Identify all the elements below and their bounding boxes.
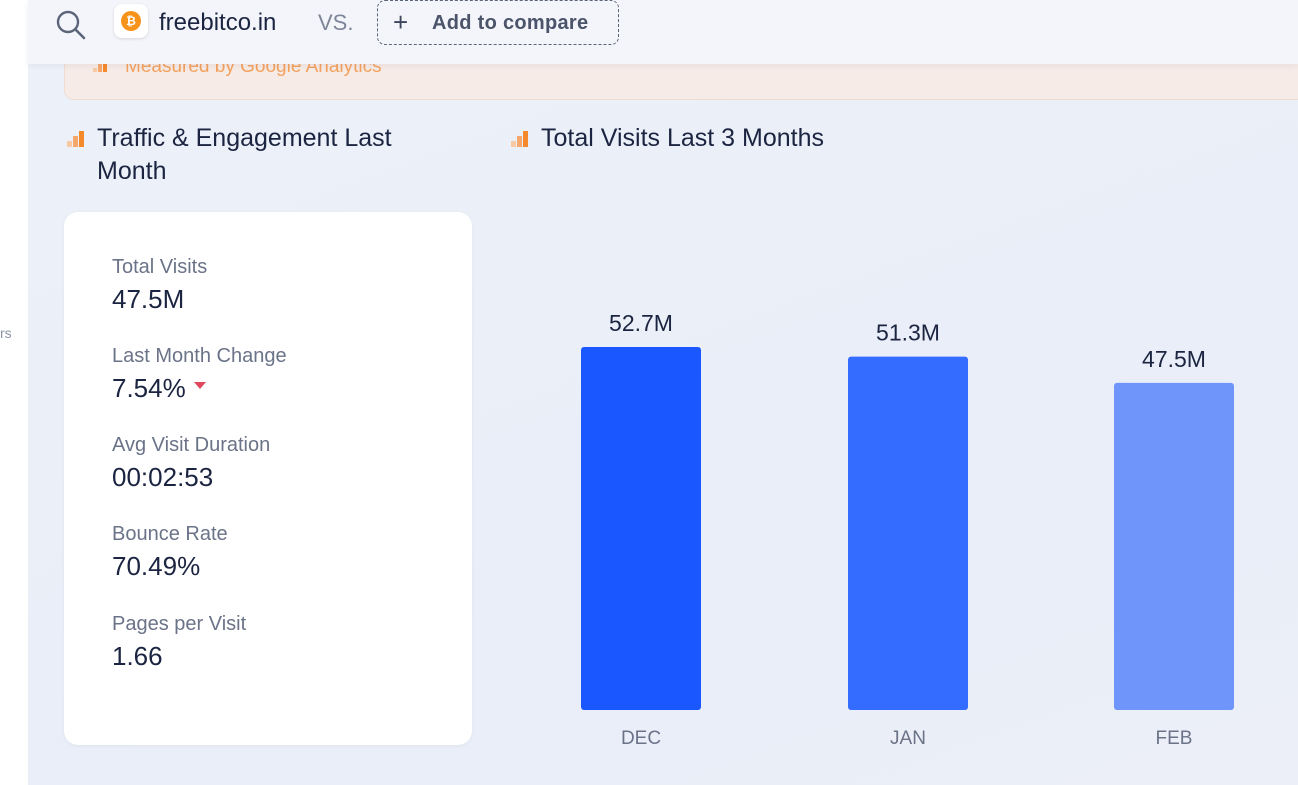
stat-label: Avg Visit Duration <box>112 434 271 456</box>
stat-bounce-rate: Bounce Rate 70.49% <box>112 521 228 583</box>
traffic-engagement-title: Traffic & Engagement Last Month <box>97 124 392 185</box>
stat-last-month-change: Last Month Change 7.54% <box>112 343 287 405</box>
stat-label: Total Visits <box>112 256 208 278</box>
engagement-stats-card: Total Visits 47.5M Last Month Change 7.5… <box>64 212 472 745</box>
search-icon[interactable] <box>54 8 88 42</box>
header-bar: ₿ freebitco.in VS. + Add to compare <box>28 0 1298 64</box>
data-label-jan: 51.3M <box>876 320 940 346</box>
stat-value-row: 7.54% <box>112 371 287 405</box>
add-to-compare-label: Add to compare <box>432 12 589 34</box>
stat-value: 7.54% <box>112 373 186 403</box>
x-tick-label-feb: FEB <box>1156 728 1193 749</box>
bar-jan[interactable] <box>848 356 968 710</box>
add-to-compare-button[interactable]: + Add to compare <box>377 0 619 45</box>
analytics-bars-icon <box>511 131 528 147</box>
site-favicon: ₿ <box>114 4 148 38</box>
vs-label: VS. <box>318 10 354 35</box>
stat-pages-per-visit: Pages per Visit 1.66 <box>112 611 246 673</box>
left-rail: rs <box>0 0 28 785</box>
stat-avg-visit-duration: Avg Visit Duration 00:02:53 <box>112 432 270 494</box>
total-visits-bar-chart: 52.7M DEC 51.3M JAN 47.5M FEB <box>581 310 1234 749</box>
stat-label: Last Month Change <box>112 345 287 367</box>
stat-label: Bounce Rate <box>112 523 228 545</box>
site-name[interactable]: freebitco.in <box>159 9 277 36</box>
stat-value: 00:02:53 <box>112 462 214 492</box>
analytics-bars-icon <box>93 60 107 72</box>
x-tick-label-dec: DEC <box>621 728 661 749</box>
stat-total-visits: Total Visits 47.5M <box>112 254 207 316</box>
x-tick-label-jan: JAN <box>890 728 926 749</box>
bar-feb[interactable] <box>1114 382 1234 710</box>
total-visits-title: Total Visits Last 3 Months <box>541 124 825 152</box>
stat-label: Pages per Visit <box>112 613 247 635</box>
stat-value: 47.5M <box>112 284 185 314</box>
data-label-feb: 47.5M <box>1142 346 1206 372</box>
data-label-dec: 52.7M <box>609 310 673 336</box>
rail-fragment-text: rs <box>0 325 12 341</box>
plus-icon: + <box>393 7 409 37</box>
bar-dec[interactable] <box>581 347 701 710</box>
trend-down-icon <box>193 381 206 389</box>
stat-value: 70.49% <box>112 551 201 581</box>
bitcoin-icon: ₿ <box>121 11 141 31</box>
analytics-bars-icon <box>67 131 84 147</box>
stat-value: 1.66 <box>112 641 163 671</box>
